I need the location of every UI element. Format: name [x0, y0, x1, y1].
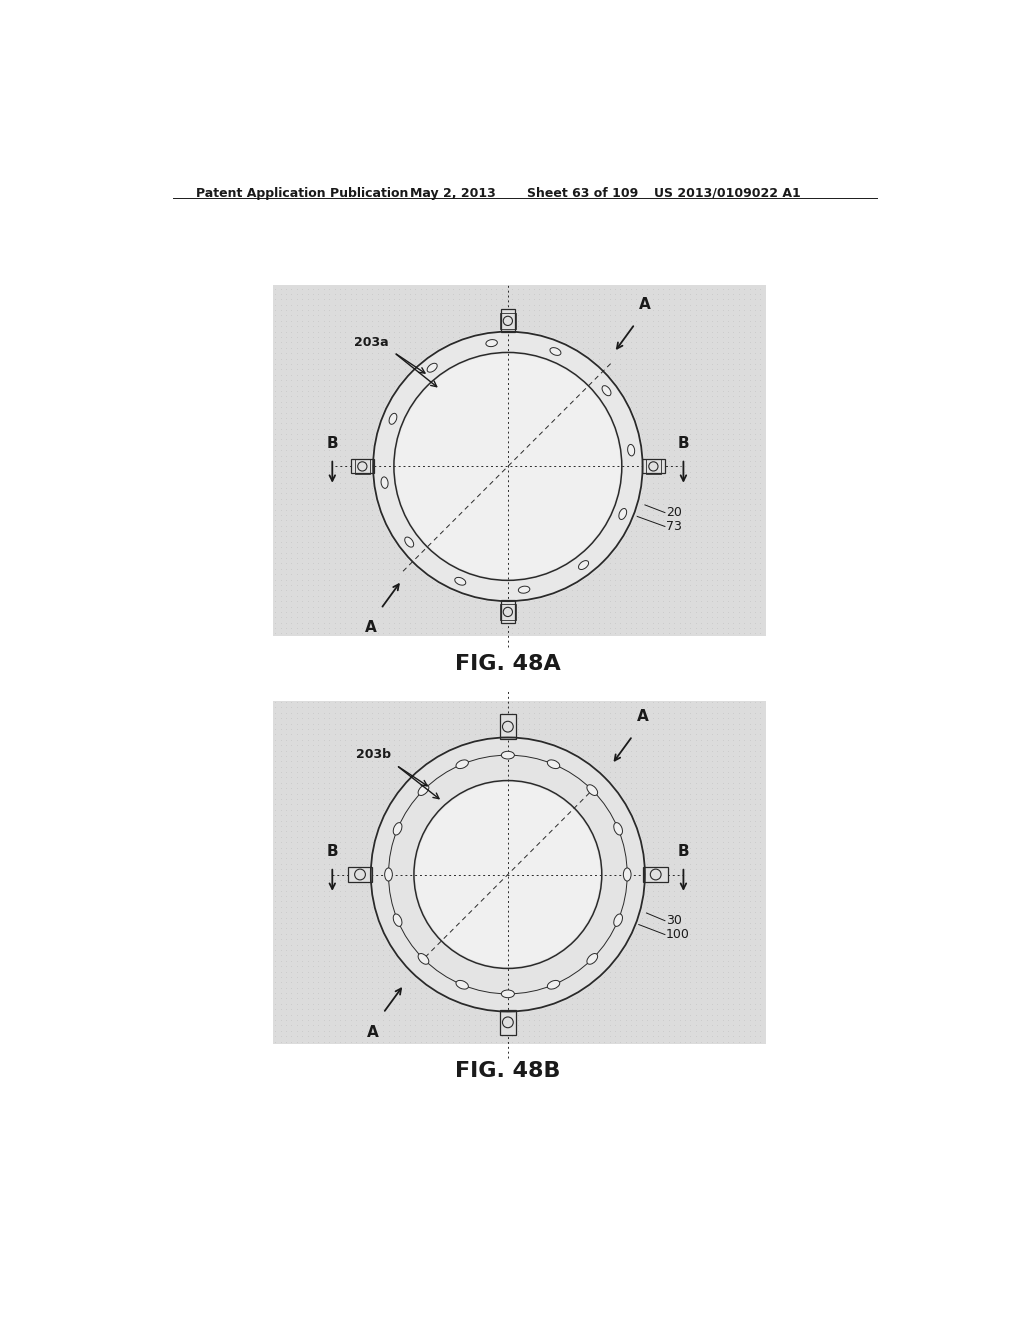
Bar: [643, 867, 668, 882]
Ellipse shape: [579, 561, 589, 569]
Circle shape: [416, 781, 600, 968]
Bar: [501, 309, 515, 333]
Ellipse shape: [502, 990, 514, 998]
Bar: [351, 459, 374, 474]
Bar: [501, 601, 515, 623]
Ellipse shape: [456, 981, 468, 989]
Ellipse shape: [393, 913, 402, 927]
Text: 73: 73: [666, 520, 682, 533]
Text: Sheet 63 of 109: Sheet 63 of 109: [527, 187, 638, 199]
Ellipse shape: [628, 445, 635, 455]
Text: Patent Application Publication: Patent Application Publication: [196, 187, 409, 199]
Ellipse shape: [502, 751, 514, 759]
Ellipse shape: [385, 869, 392, 880]
Ellipse shape: [456, 760, 468, 768]
Ellipse shape: [587, 953, 598, 965]
Ellipse shape: [418, 953, 429, 965]
Ellipse shape: [418, 784, 429, 796]
Text: B: B: [327, 436, 338, 451]
Text: US 2013/0109022 A1: US 2013/0109022 A1: [654, 187, 801, 199]
Circle shape: [370, 737, 646, 1014]
Text: B: B: [327, 843, 338, 859]
Ellipse shape: [404, 537, 414, 548]
Text: A: A: [365, 620, 377, 635]
Text: A: A: [368, 1024, 379, 1040]
Ellipse shape: [389, 413, 397, 424]
Bar: [500, 605, 515, 619]
Text: 30: 30: [666, 915, 682, 927]
Text: 203b: 203b: [355, 748, 391, 762]
Text: FIG. 48B: FIG. 48B: [455, 1061, 560, 1081]
Bar: [273, 285, 766, 636]
Bar: [273, 701, 766, 1044]
Ellipse shape: [485, 339, 498, 347]
Text: 203a: 203a: [354, 335, 388, 348]
Ellipse shape: [381, 477, 388, 488]
Ellipse shape: [393, 822, 402, 836]
Text: B: B: [678, 843, 689, 859]
Text: A: A: [637, 709, 648, 725]
Text: May 2, 2013: May 2, 2013: [410, 187, 496, 199]
Ellipse shape: [587, 784, 598, 796]
Bar: [500, 1010, 515, 1035]
Text: B: B: [678, 436, 689, 451]
Ellipse shape: [518, 586, 529, 593]
Ellipse shape: [427, 363, 437, 372]
Bar: [348, 867, 373, 882]
Bar: [354, 459, 370, 474]
Ellipse shape: [547, 981, 560, 989]
Circle shape: [372, 330, 644, 603]
Bar: [500, 714, 515, 739]
Ellipse shape: [455, 577, 466, 585]
Ellipse shape: [613, 913, 623, 927]
Bar: [500, 313, 515, 329]
Text: 20: 20: [666, 506, 682, 519]
Bar: [642, 459, 665, 474]
Text: FIG. 48A: FIG. 48A: [455, 655, 561, 675]
Text: A: A: [639, 297, 651, 313]
Ellipse shape: [624, 869, 631, 880]
Circle shape: [395, 354, 621, 578]
Ellipse shape: [602, 385, 611, 396]
Ellipse shape: [550, 347, 561, 355]
Ellipse shape: [613, 822, 623, 836]
Circle shape: [395, 354, 621, 578]
Ellipse shape: [618, 508, 627, 520]
Bar: [646, 459, 662, 474]
Ellipse shape: [547, 760, 560, 768]
Circle shape: [416, 781, 600, 968]
Text: 100: 100: [666, 928, 689, 941]
